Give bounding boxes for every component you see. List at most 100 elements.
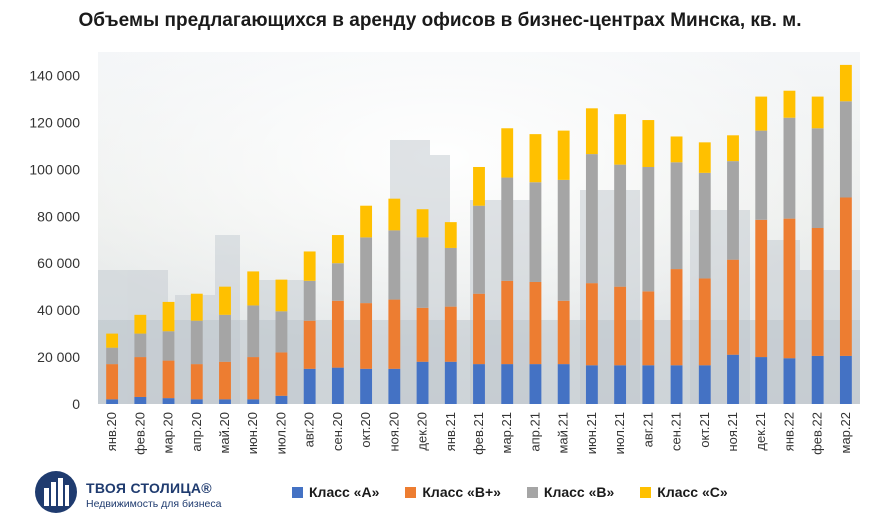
legend-swatch-class-b-plus [405,486,417,498]
bar-segment-series-2 [698,172,711,279]
bar-segment-series-0 [727,354,739,404]
building-logo-icon [35,471,77,513]
bar-segment-series-2 [134,333,147,358]
bar-segment-series-1 [783,218,796,359]
y-tick-label: 100 000 [29,161,80,177]
bar-segment-series-1 [755,219,768,358]
logo-name: ТВОЯ СТОЛИЦА® [86,480,212,496]
bar-segment-series-2 [247,305,260,358]
y-tick-label: 120 000 [29,114,80,130]
bar-segment-series-1 [247,357,260,400]
bar-segment-series-1 [642,291,655,366]
x-tick-label: фев.21 [471,412,486,455]
x-tick-label: ноя.21 [725,412,740,452]
legend-label-class-c: Класс «С» [657,484,728,500]
bar-segment-series-2 [303,280,316,321]
bar-segment-series-1 [473,293,485,365]
bar-segment-series-3 [360,205,373,238]
bar-segment-series-3 [275,279,288,312]
y-tick-label: 20 000 [37,349,80,365]
bar-segment-series-2 [501,177,514,281]
x-tick-label: окт.21 [697,412,712,448]
bar-segment-series-1 [585,283,598,366]
bar-segment-series-2 [219,314,231,362]
x-tick-label: авг.20 [302,412,317,447]
bar-segment-series-1 [331,300,344,368]
bar-segment-series-3 [501,128,514,178]
bar-segment-series-2 [839,101,852,198]
bar-segment-series-3 [162,301,175,332]
bar-segment-series-3 [331,235,344,264]
legend: Класс «А» Класс «В+» Класс «В» Класс «С» [292,484,728,500]
y-tick-label: 40 000 [37,302,80,318]
bar-segment-series-1 [501,280,514,365]
legend-label-class-b-plus: Класс «В+» [422,484,501,500]
bar-segment-series-3 [642,120,655,167]
legend-item-class-b: Класс «В» [526,484,614,500]
bar-segment-series-0 [106,399,119,404]
x-tick-label: сен.21 [669,412,684,451]
bar-segment-series-0 [134,396,147,404]
bar-segment-series-3 [303,251,316,281]
x-tick-label: дек.20 [415,412,430,451]
y-tick-label: 0 [72,396,80,412]
bar-segment-series-1 [360,303,373,369]
bar-segment-series-0 [275,395,288,404]
bar-segment-series-1 [219,361,231,400]
bar-segment-series-3 [727,135,739,162]
bar-segment-series-1 [162,360,175,399]
bar-segment-series-1 [727,259,739,355]
bar-segment-series-2 [331,263,344,301]
bar-segment-series-3 [106,333,119,348]
bar-segment-series-0 [219,399,231,404]
bar-segment-series-2 [275,311,288,353]
bar-segment-series-3 [698,142,711,173]
bar-segment-series-1 [416,307,429,362]
x-tick-label: июл.21 [612,412,627,454]
bar-segment-series-0 [811,355,824,404]
bar-segment-series-2 [190,320,203,365]
bar-segment-series-3 [219,286,231,315]
bar-segment-series-0 [190,399,203,404]
bar-segment-series-1 [134,357,147,397]
x-axis: янв.20 фев.20 мар.20 апр.20 май.20 июн.20 июл.… [104,412,853,455]
brand-logo: ТВОЯ СТОЛИЦА® Недвижимость для бизнеса [34,470,264,514]
x-tick-label: июн.21 [584,412,599,454]
bar-segment-series-0 [473,364,485,404]
bar-segment-series-0 [585,365,598,404]
bar-segment-series-3 [529,134,542,183]
x-tick-label: янв.22 [781,412,796,451]
y-tick-label: 140 000 [29,67,80,83]
bar-segment-series-3 [444,222,457,248]
bar-segment-series-2 [642,166,655,292]
bar-segment-series-1 [839,197,852,356]
bar-segment-series-1 [670,269,683,366]
bar-segment-series-2 [473,205,485,294]
bar-segment-series-1 [811,228,824,356]
bar-segment-series-3 [134,314,147,334]
bars-layer [106,64,852,404]
bar-segment-series-1 [303,320,316,369]
bar-segment-series-0 [162,398,175,404]
x-tick-label: май.20 [217,412,232,454]
x-tick-label: мар.22 [838,412,853,453]
bar-segment-series-3 [416,209,429,238]
bar-segment-series-1 [444,306,457,362]
x-tick-label: фев.20 [132,412,147,455]
bar-segment-series-0 [529,364,542,404]
legend-swatch-class-b [526,486,538,498]
bar-segment-series-1 [275,352,288,396]
bar-segment-series-3 [839,64,852,102]
legend-item-class-a: Класс «А» [292,484,379,500]
bar-segment-series-3 [585,108,598,155]
bar-segment-series-1 [388,299,401,369]
x-tick-label: янв.20 [104,412,119,451]
bar-segment-series-3 [247,271,260,306]
bar-segment-series-0 [839,355,852,404]
bar-segment-series-2 [783,117,796,219]
x-tick-label: янв.21 [443,412,458,451]
legend-label-class-a: Класс «А» [309,484,380,500]
logo-tagline: Недвижимость для бизнеса [86,498,222,510]
x-tick-label: мар.20 [161,412,176,453]
bar-segment-series-2 [614,164,627,287]
